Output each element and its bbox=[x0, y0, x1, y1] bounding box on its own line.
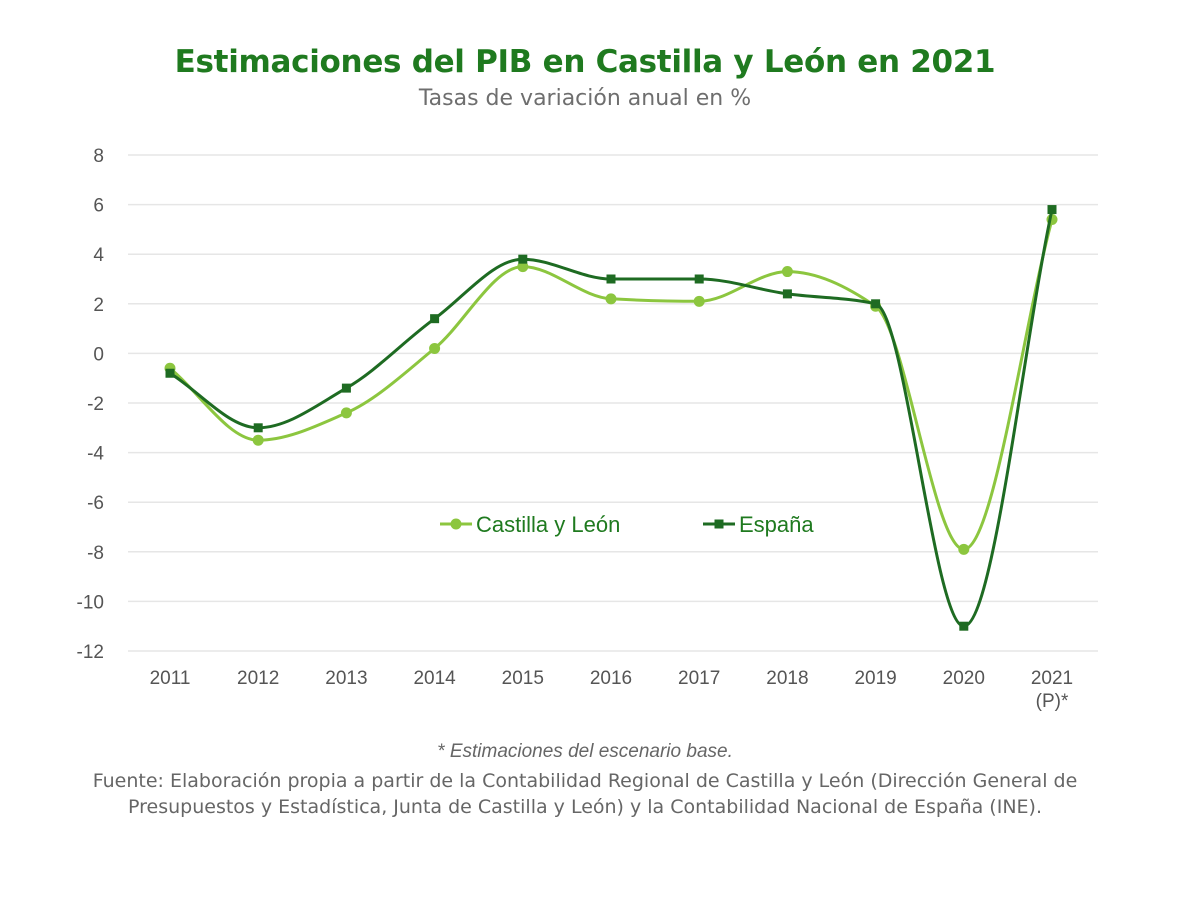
x-tick-label: 2015 bbox=[502, 668, 544, 689]
legend-label-espana: España bbox=[739, 512, 814, 537]
data-point-espana bbox=[341, 383, 351, 393]
x-tick-label: 2020 bbox=[943, 668, 985, 689]
legend-marker-espana bbox=[714, 519, 724, 529]
x-tick-label: 2012 bbox=[237, 668, 279, 689]
data-point-castilla bbox=[605, 293, 617, 305]
chart-title: Estimaciones del PIB en Castilla y León … bbox=[174, 44, 996, 80]
source-note: Fuente: Elaboración propia a partir de l… bbox=[92, 770, 1078, 818]
data-point-castilla bbox=[517, 261, 529, 273]
gridlines bbox=[128, 154, 1098, 652]
data-point-espana bbox=[871, 299, 881, 309]
data-point-espana bbox=[165, 368, 175, 378]
data-point-castilla bbox=[693, 295, 705, 307]
data-point-castilla bbox=[340, 407, 352, 419]
y-tick-label: 2 bbox=[93, 295, 104, 316]
data-point-espana bbox=[518, 254, 528, 264]
series-castilla bbox=[164, 213, 1058, 555]
legend-item-castilla: Castilla y León bbox=[440, 512, 620, 537]
y-tick-label: -2 bbox=[87, 394, 104, 415]
x-tick-label: 2021 bbox=[1031, 668, 1073, 689]
legend-item-espana: España bbox=[703, 512, 814, 537]
series-line-espana bbox=[169, 209, 1054, 628]
x-tick-label: 2011 bbox=[150, 668, 191, 689]
y-tick-label: -10 bbox=[77, 592, 104, 613]
chart-subtitle: Tasas de variación anual en % bbox=[418, 86, 752, 111]
data-point-espana bbox=[782, 289, 792, 299]
data-point-castilla bbox=[781, 266, 793, 278]
data-point-castilla bbox=[252, 434, 264, 446]
y-tick-label: 0 bbox=[93, 344, 104, 365]
series-lines bbox=[164, 205, 1058, 631]
line-chart: 8 6 4 2 0 -2 -4 -6 -8 -10 -12 2011 2012 2013 2014 2015… bbox=[77, 146, 1098, 712]
y-tick-label: -12 bbox=[77, 642, 104, 663]
y-axis-ticks: 8 6 4 2 0 -2 -4 -6 -8 -10 -12 bbox=[77, 146, 105, 663]
y-tick-label: 6 bbox=[93, 196, 104, 217]
data-point-espana bbox=[1047, 205, 1057, 215]
data-point-espana bbox=[253, 423, 263, 433]
x-tick-label: 2019 bbox=[854, 668, 896, 689]
x-tick-label: 2014 bbox=[413, 668, 456, 689]
x-tick-label: 2013 bbox=[325, 668, 367, 689]
footnote: * Estimaciones del escenario base. bbox=[437, 741, 733, 762]
data-point-espana bbox=[430, 314, 440, 324]
legend: Castilla y León España bbox=[440, 512, 814, 537]
series-line-castilla bbox=[169, 219, 1054, 551]
data-point-espana bbox=[694, 274, 704, 284]
data-point-espana bbox=[606, 274, 616, 284]
y-tick-label: -4 bbox=[87, 444, 104, 465]
x-tick-label: 2016 bbox=[590, 668, 632, 689]
legend-marker-castilla bbox=[450, 518, 462, 530]
x-tick-label: (P)* bbox=[1036, 691, 1069, 712]
data-point-castilla bbox=[958, 543, 970, 555]
y-tick-label: -8 bbox=[87, 543, 104, 564]
x-tick-label: 2017 bbox=[678, 668, 720, 689]
data-point-castilla bbox=[429, 342, 441, 354]
series-espana bbox=[165, 205, 1057, 631]
data-point-espana bbox=[959, 621, 969, 631]
y-tick-label: 4 bbox=[93, 245, 104, 266]
legend-label-castilla: Castilla y León bbox=[476, 512, 620, 537]
y-tick-label: 8 bbox=[93, 146, 104, 167]
y-tick-label: -6 bbox=[87, 493, 104, 514]
x-tick-label: 2018 bbox=[766, 668, 808, 689]
x-axis-ticks: 2011 2012 2013 2014 2015 2016 2017 2018 2019 2020… bbox=[150, 668, 1074, 712]
